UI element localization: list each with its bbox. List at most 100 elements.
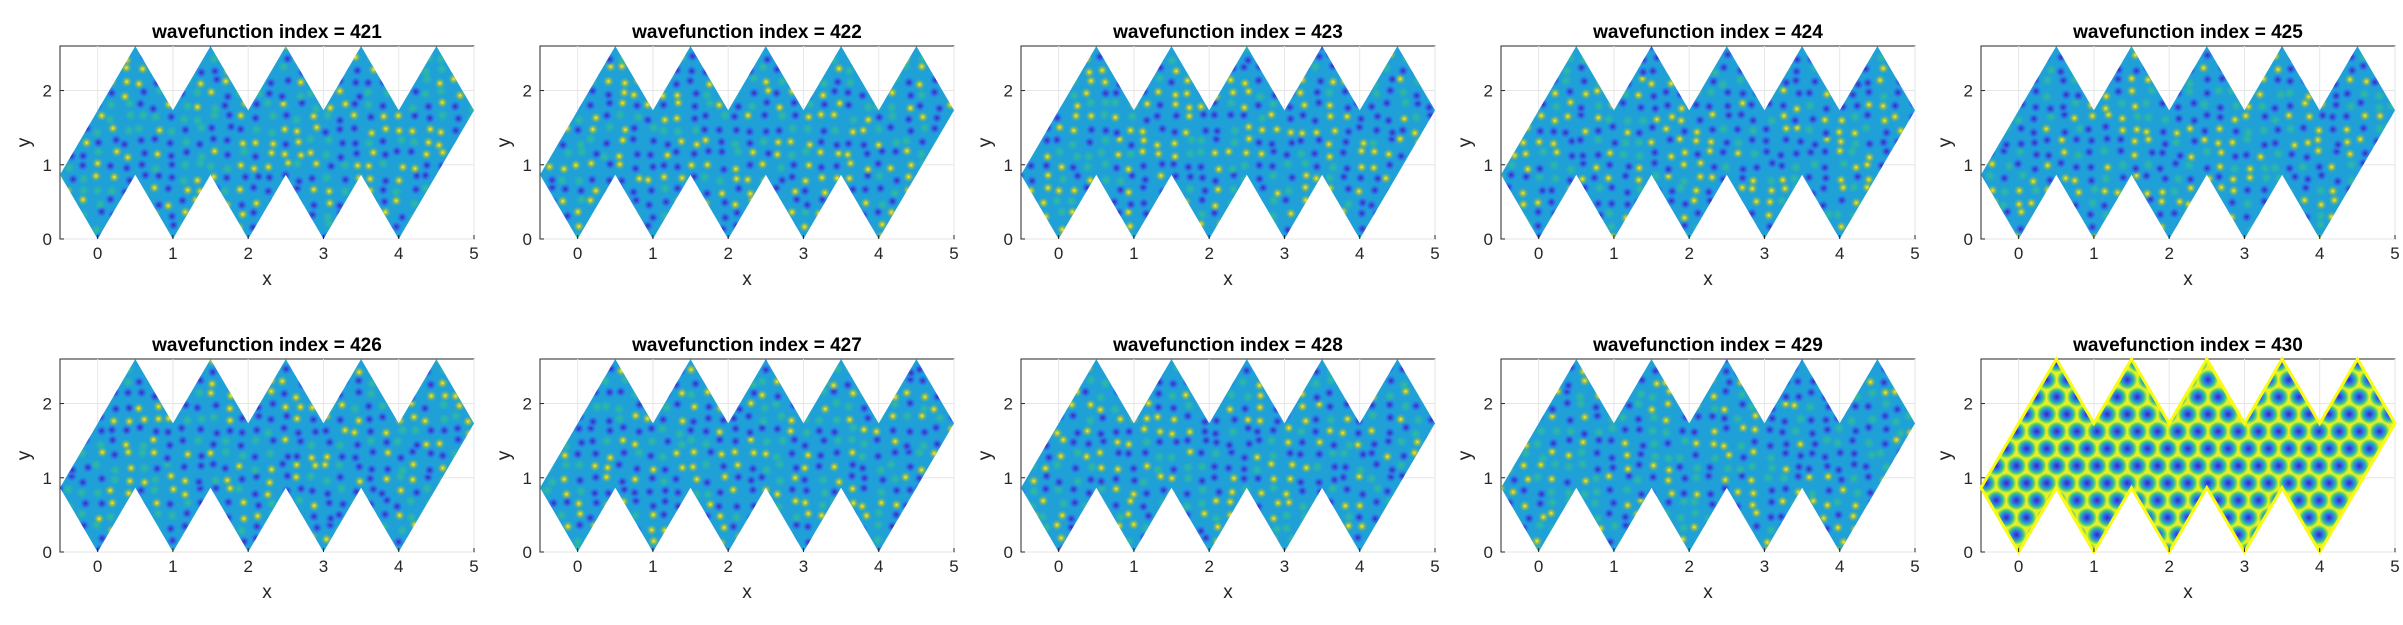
x-tick-label: 0 [573,244,582,263]
x-tick-label: 5 [1910,557,1919,576]
y-tick-label: 0 [1484,230,1493,249]
x-tick-label: 3 [799,557,808,576]
y-tick-label: 1 [1964,469,1973,488]
x-tick-label: 4 [394,557,403,576]
y-tick-label: 1 [1484,469,1493,488]
x-tick-label: 4 [874,244,883,263]
x-tick-label: 3 [2240,557,2249,576]
y-tick-label: 0 [1004,230,1013,249]
x-axis-label: x [2183,269,2193,290]
y-axis-label: y [1455,137,1476,147]
x-tick-label: 0 [2014,244,2023,263]
y-tick-label: 1 [523,156,532,175]
y-tick-label: 1 [1964,156,1973,175]
x-axis-label: x [2183,582,2193,603]
x-tick-label: 2 [723,244,732,263]
y-tick-label: 0 [523,543,532,562]
x-tick-label: 4 [394,244,403,263]
y-axis-label: y [494,450,515,460]
x-tick-label: 0 [1054,557,1063,576]
x-tick-label: 5 [2390,557,2399,576]
subplot-title: wavefunction index = 423 [1112,22,1343,43]
x-tick-label: 3 [799,244,808,263]
y-tick-label: 1 [1004,156,1013,175]
x-axis-label: x [1703,269,1713,290]
subplot-title: wavefunction index = 426 [151,335,382,356]
x-tick-label: 2 [1204,557,1213,576]
x-tick-label: 0 [93,557,102,576]
subplot-title: wavefunction index = 424 [1592,22,1823,43]
subplot-title: wavefunction index = 422 [631,22,862,43]
x-tick-label: 2 [1684,244,1693,263]
y-axis-label: y [1935,137,1956,147]
x-axis-label: x [1703,582,1713,603]
x-tick-label: 1 [2089,244,2098,263]
y-axis-label: y [14,137,35,147]
y-tick-label: 0 [1964,543,1973,562]
y-axis-label: y [975,137,996,147]
x-tick-label: 0 [573,557,582,576]
y-tick-label: 2 [1964,395,1973,414]
x-tick-label: 4 [2315,244,2324,263]
x-tick-label: 3 [1760,557,1769,576]
x-tick-label: 3 [319,557,328,576]
y-axis-label: y [494,137,515,147]
x-tick-label: 5 [1430,244,1439,263]
x-tick-label: 4 [1835,557,1844,576]
subplot-title: wavefunction index = 429 [1592,335,1823,356]
x-tick-label: 2 [243,557,252,576]
y-tick-label: 0 [1484,543,1493,562]
y-tick-label: 0 [43,543,52,562]
subplot-title: wavefunction index = 430 [2072,335,2303,356]
x-tick-label: 0 [1534,244,1543,263]
y-axis-label: y [14,450,35,460]
y-tick-label: 1 [1484,156,1493,175]
y-tick-label: 2 [43,395,52,414]
x-tick-label: 2 [723,557,732,576]
subplot-title: wavefunction index = 427 [631,335,862,356]
x-tick-label: 2 [2164,557,2173,576]
x-tick-label: 4 [1835,244,1844,263]
x-tick-label: 2 [1684,557,1693,576]
x-tick-label: 2 [1204,244,1213,263]
x-tick-label: 1 [1129,244,1138,263]
y-tick-label: 2 [1484,395,1493,414]
x-tick-label: 3 [1760,244,1769,263]
y-axis-label: y [1455,450,1476,460]
x-tick-label: 1 [168,557,177,576]
x-tick-label: 5 [1910,244,1919,263]
y-tick-label: 0 [1964,230,1973,249]
y-tick-label: 2 [43,82,52,101]
y-tick-label: 0 [523,230,532,249]
x-tick-label: 1 [1609,557,1618,576]
x-tick-label: 0 [1534,557,1543,576]
y-axis-label: y [1935,450,1956,460]
y-tick-label: 1 [523,469,532,488]
y-tick-label: 2 [1004,82,1013,101]
x-axis-label: x [742,582,752,603]
x-tick-label: 1 [1129,557,1138,576]
x-tick-label: 4 [1355,244,1364,263]
x-tick-label: 1 [648,244,657,263]
x-tick-label: 1 [648,557,657,576]
x-axis-label: x [262,269,272,290]
x-tick-label: 2 [2164,244,2173,263]
y-tick-label: 2 [1964,82,1973,101]
x-tick-label: 0 [93,244,102,263]
y-tick-label: 0 [1004,543,1013,562]
subplot-title: wavefunction index = 421 [151,22,382,43]
x-tick-label: 1 [1609,244,1618,263]
y-tick-label: 1 [43,156,52,175]
x-tick-label: 5 [469,557,478,576]
y-tick-label: 1 [43,469,52,488]
x-tick-label: 3 [1280,557,1289,576]
